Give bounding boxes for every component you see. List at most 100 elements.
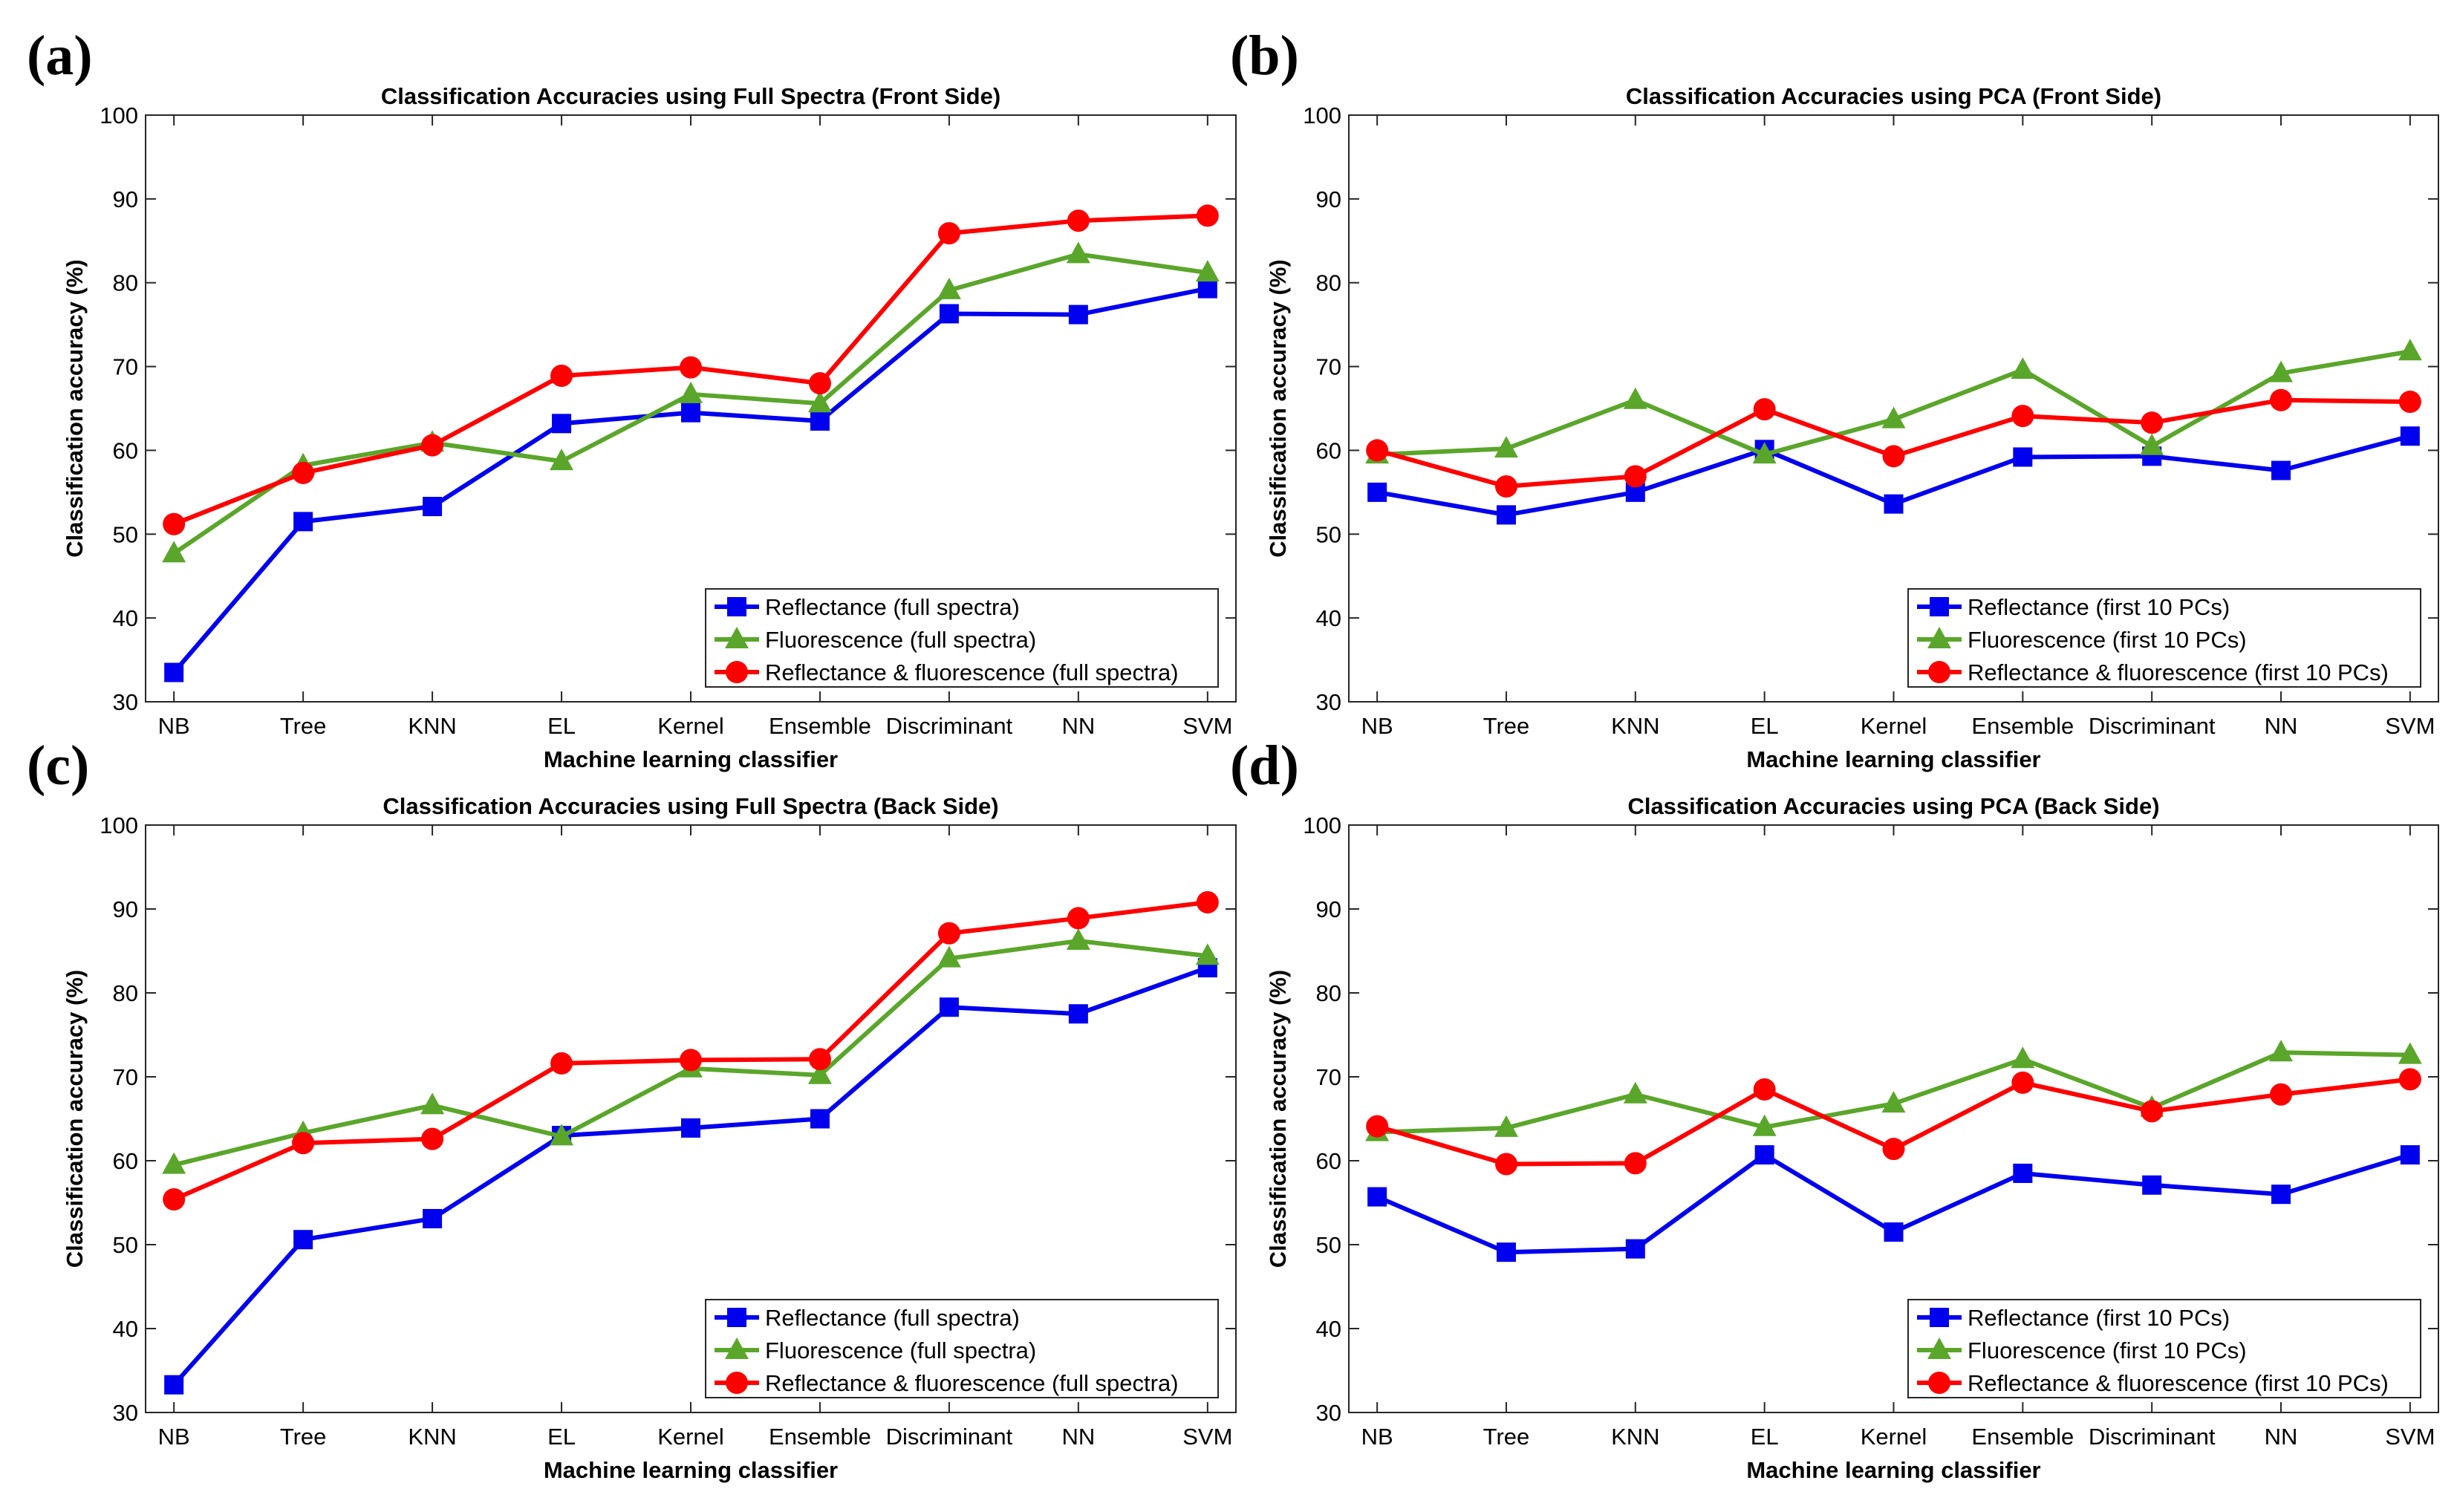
data-point [2141, 1100, 2164, 1123]
data-point [162, 1152, 186, 1174]
data-point [2013, 1163, 2033, 1183]
data-point [1884, 1222, 1904, 1242]
legend-entry: Reflectance & fluorescence (first 10 PCs… [1968, 1370, 2389, 1396]
y-tick-label: 30 [1316, 689, 1341, 715]
y-tick-label: 90 [1316, 186, 1341, 212]
data-point [423, 1208, 443, 1228]
data-point [2398, 1068, 2421, 1091]
y-tick-label: 60 [1316, 437, 1341, 463]
y-tick-label: 80 [1316, 270, 1341, 296]
legend: Reflectance (first 10 PCs) Fluorescence (… [1907, 588, 2421, 688]
x-tick-label: Tree [1483, 1424, 1530, 1450]
legend-box [705, 1299, 1219, 1398]
data-point [1496, 1242, 1516, 1262]
x-tick-label: Ensemble [1971, 713, 2074, 739]
y-tick-label: 70 [113, 354, 138, 380]
data-point [1623, 1081, 1647, 1104]
y-tick-label: 60 [113, 437, 138, 463]
x-tick-label: KNN [1611, 713, 1659, 739]
chart-panel-3: (c) Classification Accuracies using Full … [27, 734, 1237, 1483]
data-point [163, 1187, 186, 1210]
x-tick-label: Tree [280, 713, 327, 739]
legend-marker [1930, 1308, 1949, 1327]
data-point [1882, 1138, 1905, 1161]
data-point [1884, 494, 1904, 514]
x-tick-label: NN [1061, 1424, 1095, 1450]
y-tick-label: 70 [1316, 354, 1341, 380]
x-tick-label: KNN [1611, 1424, 1659, 1450]
legend-box [705, 588, 1219, 688]
data-point [164, 662, 184, 682]
data-point [810, 1109, 830, 1129]
legend-marker [1928, 1372, 1950, 1394]
data-point [550, 364, 573, 387]
chart-title: Classification Accuracies using PCA (Fro… [1626, 83, 2161, 109]
data-point [1752, 442, 1777, 464]
chart-title: Classification Accuracies using PCA (Bac… [1627, 793, 2159, 819]
data-point [937, 922, 960, 945]
y-tick-label: 60 [113, 1148, 138, 1174]
legend-entry: Reflectance (first 10 PCs) [1968, 594, 2230, 620]
data-point [2398, 339, 2422, 361]
y-tick-label: 70 [1316, 1064, 1341, 1090]
data-point [2011, 1071, 2034, 1094]
y-tick-label: 90 [113, 186, 138, 212]
data-point [937, 945, 961, 968]
legend-entry: Fluorescence (first 10 PCs) [1968, 1337, 2247, 1363]
data-point [939, 304, 959, 324]
panel-letter: (a) [27, 25, 93, 87]
data-point [2141, 411, 2164, 434]
legend-entry: Reflectance (full spectra) [765, 1305, 1020, 1331]
data-point [1496, 505, 1516, 525]
y-tick-label: 40 [113, 1316, 138, 1342]
x-tick-label: Discriminant [2089, 1424, 2216, 1450]
chart-panel-2: (b) Classification Accuracies using PCA (… [1230, 25, 2439, 772]
panel-letter: (b) [1230, 25, 1299, 87]
data-point [680, 1049, 702, 1072]
y-tick-label: 100 [1303, 102, 1341, 128]
data-point [1066, 241, 1090, 264]
data-point [2013, 447, 2033, 467]
x-tick-label: Ensemble [769, 1424, 871, 1450]
y-axis-label: Classification accuracy (%) [1265, 970, 1291, 1268]
legend-marker [727, 1308, 746, 1327]
x-tick-label: Kernel [657, 1424, 724, 1450]
x-tick-label: Kernel [1861, 713, 1927, 739]
legend-marker [726, 1372, 748, 1394]
y-axis-label: Classification accuracy (%) [1265, 259, 1291, 557]
data-point [937, 222, 960, 245]
legend-marker [726, 661, 748, 683]
data-point [2140, 433, 2164, 455]
data-point [2398, 390, 2421, 413]
x-tick-label: EL [547, 1424, 576, 1450]
chart-panel-4: (d) Classification Accuracies using PCA (… [1230, 734, 2439, 1483]
series-combined [163, 204, 1219, 535]
data-point [1196, 890, 1219, 913]
data-point [2270, 388, 2293, 411]
x-tick-label: Tree [280, 1424, 327, 1450]
chart-title: Classification Accuracies using Full Spe… [383, 793, 998, 819]
x-tick-label: Ensemble [769, 713, 871, 739]
legend-marker [1927, 627, 1951, 648]
legend-marker [725, 1337, 749, 1359]
x-axis-label: Machine learning classifier [544, 1457, 838, 1483]
y-tick-label: 100 [100, 812, 138, 838]
legend-entry: Reflectance & fluorescence (full spectra… [765, 659, 1179, 685]
series-reflectance [1367, 1145, 2420, 1262]
legend-marker [725, 627, 749, 648]
y-tick-label: 90 [1316, 896, 1341, 922]
y-tick-label: 70 [113, 1064, 138, 1090]
data-point [1067, 209, 1090, 232]
y-tick-label: 100 [1303, 812, 1341, 838]
data-point [1624, 465, 1647, 488]
x-tick-label: Kernel [657, 713, 724, 739]
legend-entry: Reflectance & fluorescence (first 10 PCs… [1968, 659, 2389, 685]
x-tick-label: Kernel [1861, 1424, 1927, 1450]
y-axis-label: Classification accuracy (%) [62, 970, 88, 1268]
data-point [1197, 278, 1217, 299]
data-point [1754, 1145, 1774, 1165]
data-point [292, 1132, 315, 1155]
x-axis-label: Machine learning classifier [1746, 746, 2040, 772]
x-tick-label: SVM [1182, 713, 1232, 739]
